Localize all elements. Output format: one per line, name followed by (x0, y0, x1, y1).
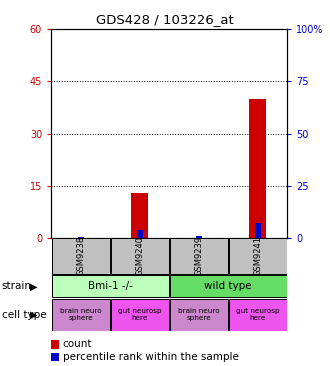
Bar (249, 99, 266, 238)
Text: percentile rank within the sample: percentile rank within the sample (63, 352, 239, 362)
Bar (52, 238, 110, 274)
Text: cell type: cell type (2, 310, 46, 320)
Text: gut neurosp
here: gut neurosp here (236, 308, 280, 321)
Text: ▶: ▶ (30, 281, 38, 291)
Text: gut neurosp
here: gut neurosp here (118, 308, 161, 321)
Bar (196, 236, 202, 238)
Text: ▶: ▶ (30, 310, 38, 320)
Bar (111, 238, 169, 274)
Text: brain neuro
sphere: brain neuro sphere (60, 308, 101, 321)
Text: GSM9241: GSM9241 (253, 236, 262, 276)
Text: GSM9238: GSM9238 (76, 236, 85, 276)
Bar (131, 193, 148, 238)
Bar (78, 237, 83, 238)
Bar (170, 276, 286, 297)
Bar (52, 299, 110, 330)
Bar (170, 238, 227, 274)
Bar (229, 238, 286, 274)
Text: GDS428 / 103226_at: GDS428 / 103226_at (96, 13, 234, 26)
Bar (255, 223, 261, 238)
Bar (111, 299, 169, 330)
Text: wild type: wild type (204, 281, 252, 291)
Text: brain neuro
sphere: brain neuro sphere (178, 308, 219, 321)
Bar (229, 299, 286, 330)
Text: Bmi-1 -/-: Bmi-1 -/- (88, 281, 133, 291)
Text: count: count (63, 340, 92, 350)
Bar (52, 276, 169, 297)
Bar (137, 229, 143, 238)
Text: strain: strain (2, 281, 32, 291)
Bar (170, 299, 227, 330)
Text: GSM9240: GSM9240 (135, 236, 144, 276)
Text: GSM9239: GSM9239 (194, 236, 203, 276)
